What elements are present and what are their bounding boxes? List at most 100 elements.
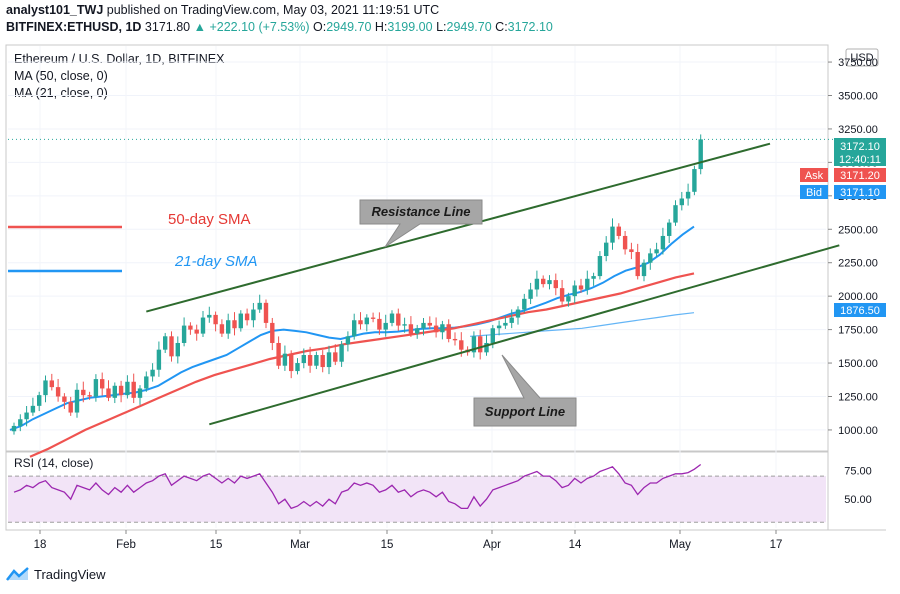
candle-body xyxy=(484,342,489,353)
price-tick-label: 3500.00 xyxy=(838,90,878,102)
candle-body xyxy=(163,336,168,350)
candle-body xyxy=(106,388,111,398)
candle-body xyxy=(389,313,395,323)
candle-body xyxy=(345,336,351,345)
price-tick-label: 2250.00 xyxy=(838,258,878,270)
candle-body xyxy=(408,324,414,334)
price-tick-label: 1250.00 xyxy=(838,391,878,403)
candle-body xyxy=(226,320,231,334)
candle-body xyxy=(125,381,130,396)
candle-body xyxy=(131,381,136,398)
candle-body xyxy=(270,322,275,343)
support-callout[interactable] xyxy=(473,354,577,427)
candle-body xyxy=(415,328,420,334)
time-tick-label: 15 xyxy=(210,539,223,551)
bid-value-box xyxy=(834,185,886,199)
grid-layer xyxy=(8,46,834,528)
candle-body xyxy=(93,379,99,397)
candle-body xyxy=(118,385,124,396)
candle-body xyxy=(244,313,250,321)
candle-body xyxy=(478,336,483,353)
candle-body xyxy=(188,325,193,330)
candle-body xyxy=(490,328,495,343)
time-axis[interactable]: 18 Feb 15 Mar 15 Apr 14 May 17 xyxy=(34,530,783,551)
resistance-callout[interactable] xyxy=(359,199,483,248)
ask-value: 3171.20 xyxy=(840,170,880,182)
candle-body xyxy=(370,317,376,319)
bid-tag: Bid 3171.10 xyxy=(800,185,886,199)
time-tick-label: May xyxy=(669,539,691,551)
candle-body xyxy=(74,389,80,413)
candle-body xyxy=(427,322,432,326)
candle-body xyxy=(175,342,180,357)
legend-title: Ethereum / U.S. Dollar, 1D, BITFINEX xyxy=(14,52,225,66)
author-name[interactable]: analyst101_TWJ xyxy=(6,3,104,17)
symbol-label: BITFINEX:ETHUSD, 1D xyxy=(6,20,142,34)
candle-body xyxy=(396,313,401,326)
price-tick-label: 1000.00 xyxy=(838,425,878,437)
bid-value: 3171.10 xyxy=(840,187,880,199)
last-price-value: 3172.10 xyxy=(840,141,880,153)
rsi-label: RSI (14, close) xyxy=(14,456,93,470)
candle-body xyxy=(358,320,363,325)
last-price: 3171.80 xyxy=(144,20,191,34)
candle-body xyxy=(629,249,634,253)
candle-body xyxy=(219,324,225,334)
candle-body xyxy=(49,380,54,388)
candle-body xyxy=(559,288,565,302)
candle-body xyxy=(87,395,92,397)
ma-long-line xyxy=(469,312,695,337)
candle-body xyxy=(207,314,212,318)
footer-brand[interactable]: TradingView xyxy=(34,566,106,582)
candle-body xyxy=(213,314,218,325)
candle-body xyxy=(251,309,256,321)
candle-body xyxy=(440,324,445,333)
currency-button[interactable] xyxy=(845,48,879,67)
price-tick-label: 2000.00 xyxy=(838,291,878,303)
candle-body xyxy=(37,395,42,406)
time-tick-label: 15 xyxy=(381,539,394,551)
candle-body xyxy=(641,262,647,277)
low-label: L: xyxy=(436,20,447,34)
time-tick-label: Mar xyxy=(290,539,310,551)
candle-body xyxy=(610,226,615,243)
publish-line: analyst101_TWJ published on TradingView.… xyxy=(6,2,553,19)
candle-body xyxy=(597,256,603,277)
candle-body xyxy=(541,278,546,285)
price-tick-label: 1500.00 xyxy=(838,358,878,370)
candle-body xyxy=(232,320,237,329)
rsi-tick-label: 75.00 xyxy=(844,465,872,477)
bar-countdown: 12:40:11 xyxy=(839,154,881,166)
candle-body xyxy=(635,252,640,277)
candle-body xyxy=(591,276,596,279)
price-tick-label: 2500.00 xyxy=(838,224,878,236)
candle-body xyxy=(100,379,105,389)
tradingview-logo-icon[interactable] xyxy=(6,566,30,582)
candle-body xyxy=(421,322,426,329)
low-value: 2949.70 xyxy=(446,20,492,34)
footer: TradingView xyxy=(6,566,106,582)
candle-body xyxy=(698,139,703,170)
bid-label: Bid xyxy=(806,187,822,199)
candle-body xyxy=(364,317,369,325)
candle-body xyxy=(295,363,300,372)
candle-body xyxy=(459,340,464,350)
time-tick-label: Feb xyxy=(116,539,136,551)
trend-lines[interactable] xyxy=(146,142,840,426)
candle-body xyxy=(667,222,672,236)
ma-value: 1876.50 xyxy=(840,305,880,317)
candle-body xyxy=(81,389,86,396)
candle-body xyxy=(648,253,653,263)
ohlc-line: BITFINEX:ETHUSD, 1D 3171.80 ▲ +222.10 (+… xyxy=(6,19,553,36)
candle-body xyxy=(673,205,678,223)
candle-body xyxy=(169,336,174,357)
price-axis[interactable]: 1000.00 1250.00 1500.00 1750.00 2000.00 2250.… xyxy=(828,57,878,437)
legend-ma21: MA (21, close, 0) xyxy=(14,86,108,100)
sma50-annotation: 50-day SMA xyxy=(168,211,251,228)
candle-body xyxy=(24,412,29,420)
candle-body xyxy=(263,302,269,323)
ask-label-box xyxy=(800,168,828,182)
time-tick-label: 14 xyxy=(569,539,582,551)
time-tick-label: 17 xyxy=(770,539,783,551)
